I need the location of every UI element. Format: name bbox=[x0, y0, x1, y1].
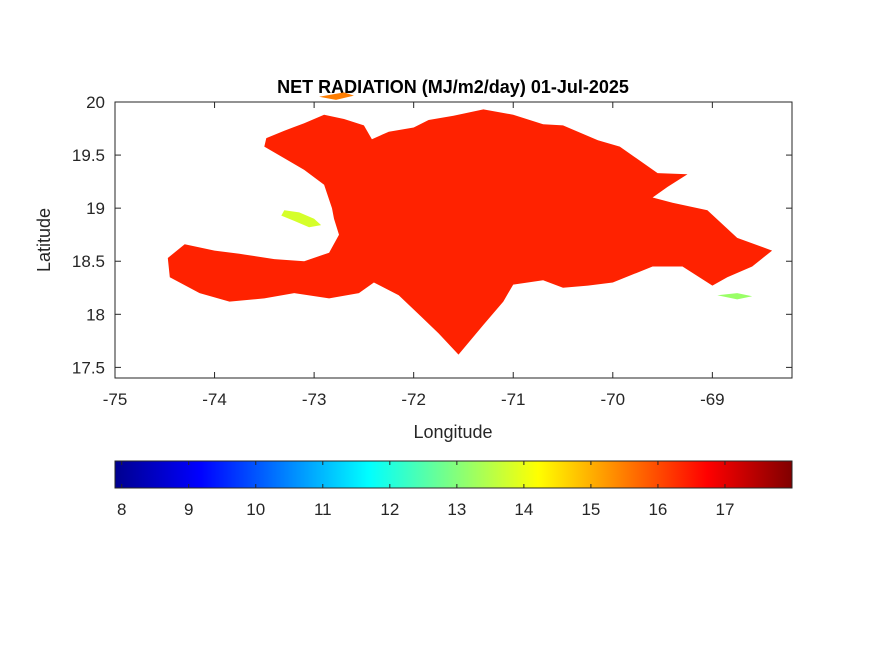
colorbar-tick-label: 10 bbox=[246, 500, 265, 519]
region-hispaniola-main-body bbox=[167, 109, 773, 355]
colorbar-ticks: 8 9 10 11 12 13 14 15 16 17 bbox=[117, 461, 734, 519]
region-saona-island bbox=[717, 293, 753, 300]
y-tick-label: 19 bbox=[86, 199, 105, 218]
axes-frame bbox=[114, 101, 793, 379]
x-tick-label: -75 bbox=[103, 390, 128, 409]
x-tick-label: -74 bbox=[202, 390, 227, 409]
x-tick-label: -69 bbox=[700, 390, 725, 409]
y-axis-label: Latitude bbox=[34, 208, 54, 272]
y-tick-label: 20 bbox=[86, 93, 105, 112]
heatmap-layer bbox=[167, 92, 773, 355]
colorbar bbox=[114, 460, 793, 489]
x-tick-label: -70 bbox=[601, 390, 626, 409]
region-tortuga-island bbox=[319, 92, 354, 100]
x-tick-label: -71 bbox=[501, 390, 526, 409]
y-axis: 17.5 18 18.5 19 19.5 20 bbox=[72, 93, 792, 377]
chart-title: NET RADIATION (MJ/m2/day) 01-Jul-2025 bbox=[277, 77, 629, 97]
x-axis-label: Longitude bbox=[413, 422, 492, 442]
x-tick-label: -73 bbox=[302, 390, 327, 409]
colorbar-tick-label: 14 bbox=[514, 500, 533, 519]
region-gonave-island bbox=[281, 210, 322, 228]
colorbar-tick-label: 11 bbox=[314, 500, 332, 519]
colorbar-tick-label: 17 bbox=[716, 500, 735, 519]
colorbar-tick-label: 16 bbox=[648, 500, 667, 519]
y-tick-label: 18.5 bbox=[72, 252, 105, 271]
colorbar-tick-label: 13 bbox=[447, 500, 466, 519]
y-tick-label: 17.5 bbox=[72, 358, 105, 377]
x-tick-label: -72 bbox=[401, 390, 426, 409]
colorbar-tick-label: 9 bbox=[184, 500, 193, 519]
colorbar-tick-label: 15 bbox=[581, 500, 600, 519]
y-tick-label: 18 bbox=[86, 305, 105, 324]
colorbar-tick-label: 8 bbox=[117, 500, 126, 519]
colorbar-tick-label: 12 bbox=[380, 500, 399, 519]
x-axis: -75 -74 -73 -72 -71 -70 -69 bbox=[103, 102, 725, 409]
y-tick-label: 19.5 bbox=[72, 146, 105, 165]
